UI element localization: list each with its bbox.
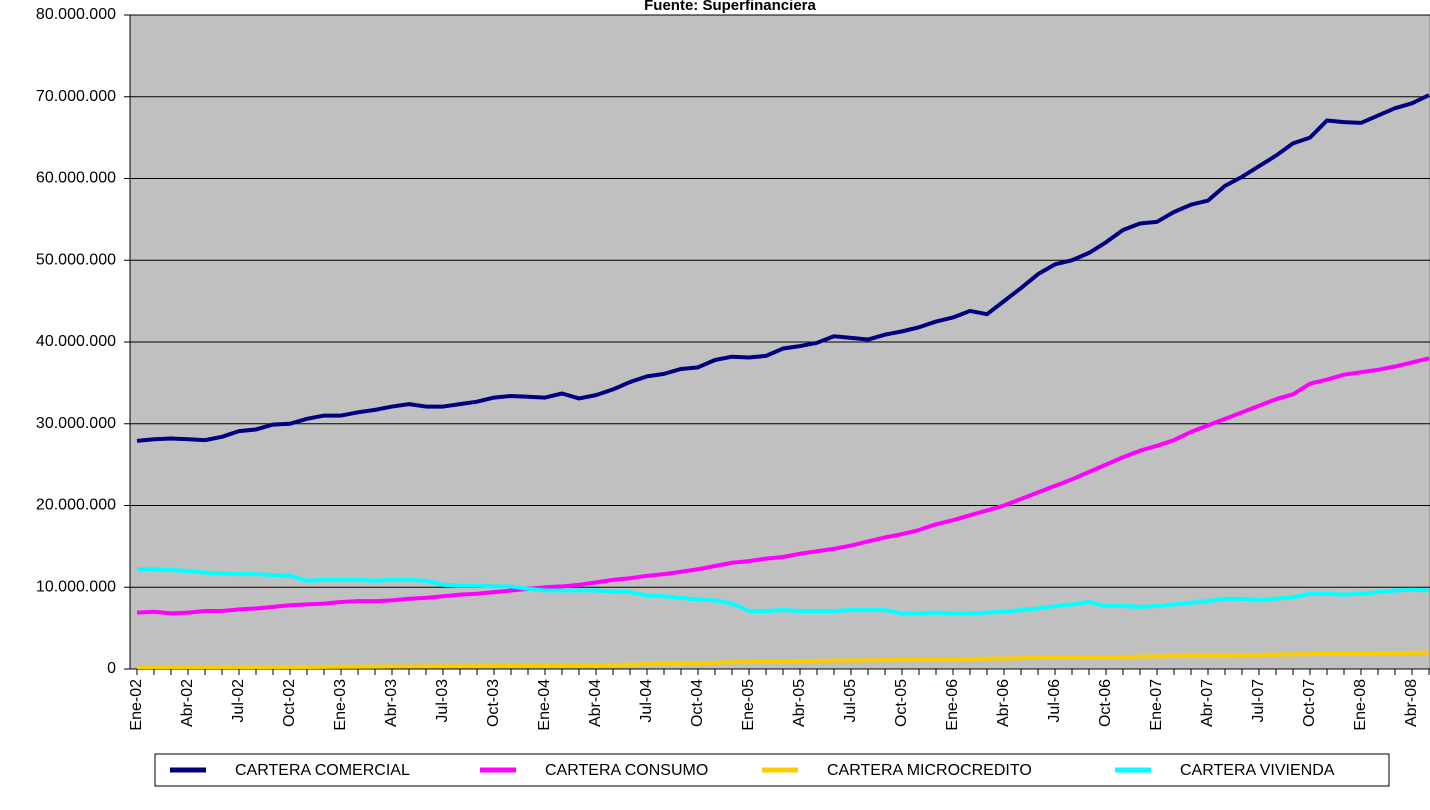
legend-label: CARTERA VIVIENDA	[1180, 762, 1335, 779]
x-tick-label: Ene-04	[536, 679, 553, 731]
x-tick-label: Abr-06	[995, 679, 1012, 727]
y-tick-label: 70.000.000	[36, 88, 116, 105]
series-line	[136, 650, 1430, 669]
legend-label: CARTERA MICROCREDITO	[827, 762, 1032, 779]
x-tick-label: Jul-02	[230, 679, 247, 723]
x-tick-label: Oct-02	[281, 679, 298, 727]
x-tick-label: Abr-07	[1199, 679, 1216, 727]
x-tick-label: Jul-03	[434, 679, 451, 723]
x-tick-label: Ene-05	[740, 679, 757, 731]
x-tick-label: Jul-04	[638, 679, 655, 723]
x-tick-label: Ene-02	[128, 679, 145, 731]
x-tick-label: Oct-04	[689, 679, 706, 727]
x-tick-label: Oct-06	[1097, 679, 1114, 727]
x-tick-label: Abr-03	[383, 679, 400, 727]
x-tick-label: Ene-07	[1148, 679, 1165, 731]
x-tick-label: Ene-06	[944, 679, 961, 731]
x-tick-label: Abr-02	[179, 679, 196, 727]
plot-lines	[136, 93, 1430, 669]
y-tick-label: 50.000.000	[36, 251, 116, 268]
series-line	[136, 93, 1430, 443]
y-tick-label: 40.000.000	[36, 333, 116, 350]
x-tick-label: Oct-07	[1301, 679, 1318, 727]
y-tick-label: 60.000.000	[36, 170, 116, 187]
legend-label: CARTERA COMERCIAL	[235, 762, 410, 779]
y-tick-label: 0	[107, 660, 116, 677]
y-tick-label: 30.000.000	[36, 415, 116, 432]
x-tick-label: Ene-03	[332, 679, 349, 731]
series-line	[137, 567, 1430, 616]
x-tick-label: Ene-08	[1352, 679, 1369, 731]
series-line	[136, 356, 1430, 616]
x-tick-label: Jul-06	[1046, 679, 1063, 723]
x-tick-label: Jul-05	[842, 679, 859, 723]
x-tick-label: Abr-05	[791, 679, 808, 727]
y-tick-label: 80.000.000	[36, 6, 116, 23]
chart-title: Fuente: Superfinanciera	[644, 0, 816, 14]
legend-label: CARTERA CONSUMO	[545, 762, 708, 779]
x-tick-label: Oct-05	[893, 679, 910, 727]
y-tick-label: 10.000.000	[36, 578, 116, 595]
y-tick-label: 20.000.000	[36, 497, 116, 514]
x-tick-label: Abr-08	[1403, 679, 1420, 727]
x-tick-label: Abr-04	[587, 679, 604, 727]
x-tick-label: Oct-03	[485, 679, 502, 727]
x-tick-label: Jul-07	[1250, 679, 1267, 723]
